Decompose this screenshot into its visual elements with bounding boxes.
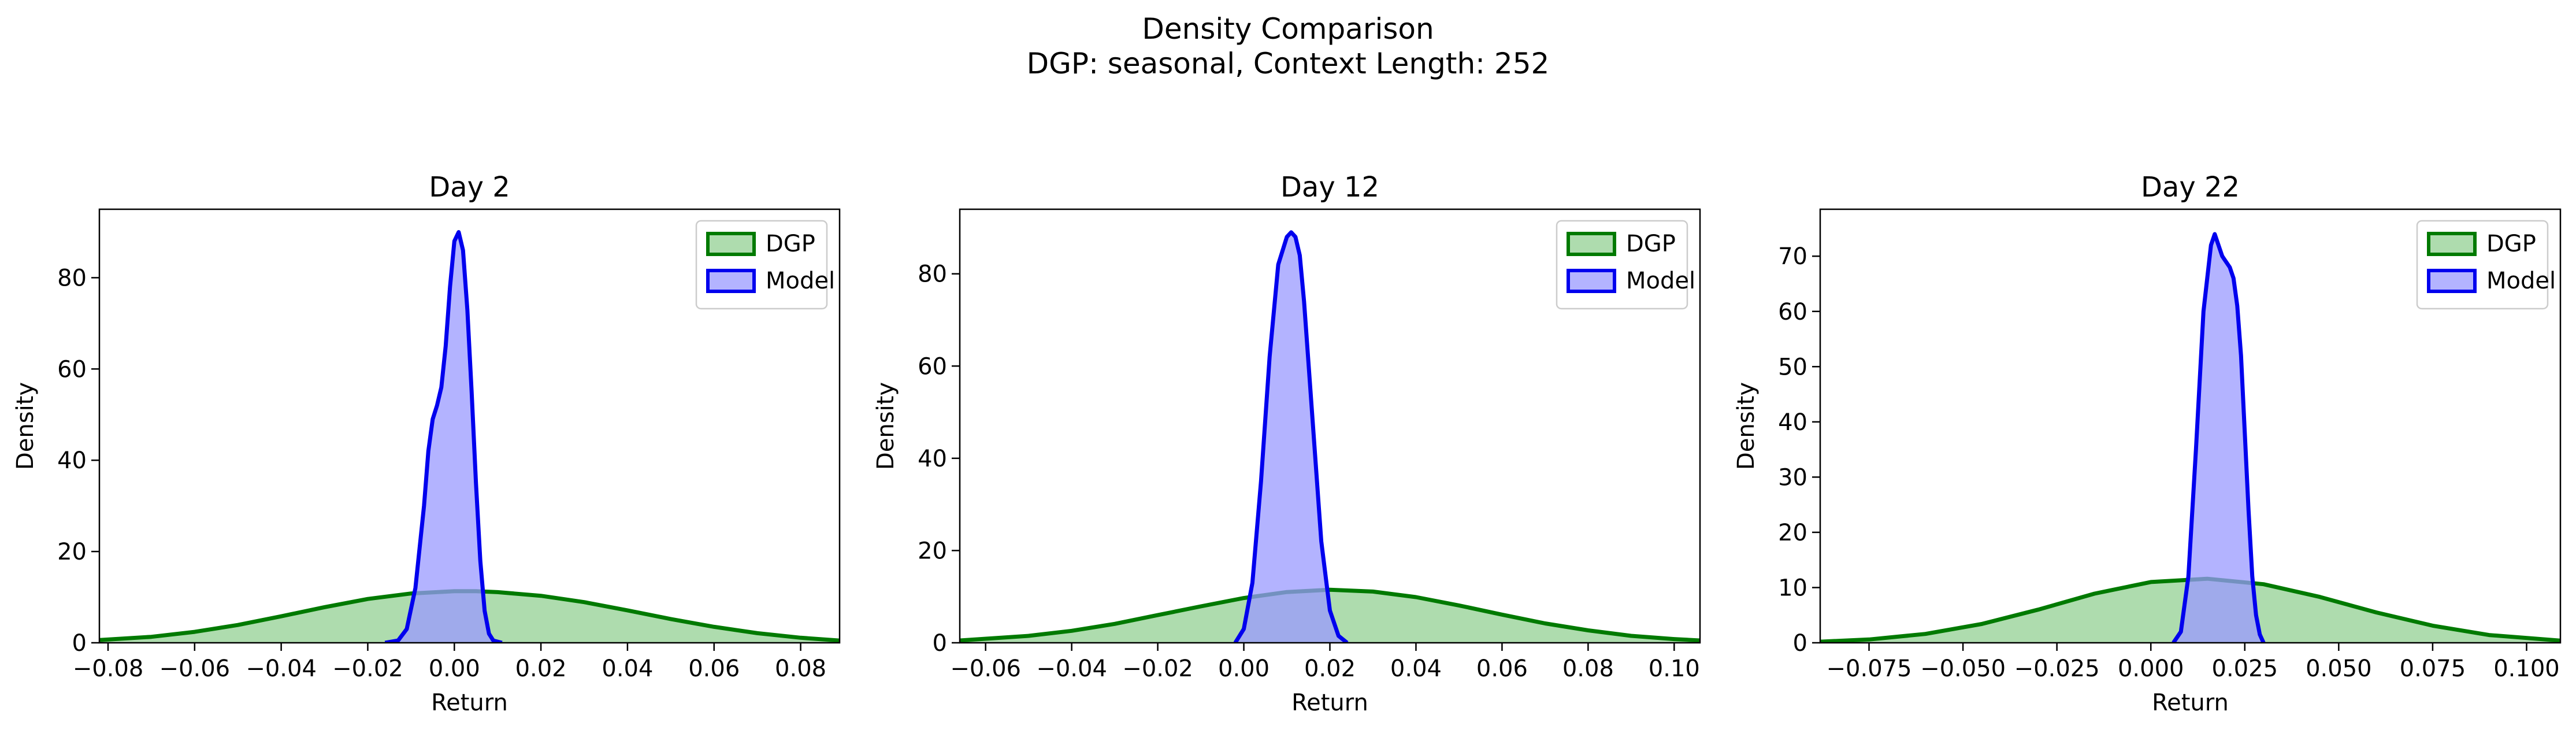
y-tick-label: 20 [1778, 520, 1807, 546]
x-tick-label: −0.025 [2014, 655, 2100, 682]
series-area-model [1235, 232, 1348, 643]
legend-swatch-dgp [2427, 232, 2477, 256]
x-tick-label: 0.08 [775, 655, 826, 682]
chart-panel-2: −0.06 −0.04 −0.02 0.00 0.02 0.04 0.06 0.08 0.10 0… [873, 171, 1701, 716]
x-tick-label: 0.050 [2306, 655, 2372, 682]
x-tick-label: −0.04 [1036, 655, 1107, 682]
legend-swatch-model [706, 269, 756, 293]
y-tick-label: 70 [1778, 243, 1807, 270]
x-tick-label: −0.06 [950, 655, 1021, 682]
y-tick-label: 80 [918, 261, 947, 288]
x-tick-label: 0.02 [1304, 655, 1356, 682]
x-tick-label: −0.075 [1827, 655, 1912, 682]
legend-swatch-model [1567, 269, 1616, 293]
x-tick-label: −0.04 [246, 655, 317, 682]
x-tick-label: 0.000 [2118, 655, 2184, 682]
x-tick-label: 0.10 [1649, 655, 1700, 682]
y-axis-label: Density [873, 382, 899, 470]
x-tick-label: 0.06 [688, 655, 740, 682]
series-line-model [1233, 230, 1349, 643]
x-tick-label: 0.08 [1562, 655, 1614, 682]
y-tick-label: 50 [1778, 354, 1807, 380]
y-tick-label: 60 [1778, 299, 1807, 325]
x-axis-label: Return [1291, 690, 1368, 716]
y-tick-label: 0 [1793, 630, 1807, 657]
y-tick-label: 30 [1778, 464, 1807, 491]
y-tick-label: 60 [57, 356, 87, 383]
legend-swatch-dgp [706, 232, 756, 256]
y-tick-label: 20 [57, 539, 87, 565]
chart-panel-1: −0.08 −0.06 −0.04 −0.02 0.00 0.02 0.04 0.06 0.08… [12, 171, 841, 716]
x-tick-label: 0.06 [1476, 655, 1528, 682]
y-tick-label: 40 [918, 446, 947, 472]
y-tick-label: 0 [933, 630, 947, 657]
legend-swatch-dgp [1567, 232, 1616, 256]
chart-title: Day 12 [1280, 171, 1379, 203]
x-axis-label: Return [431, 690, 508, 716]
legend: DGP Model [1556, 220, 1695, 310]
x-tick-label: 0.00 [429, 655, 480, 682]
figure-subtitle: DGP: seasonal, Context Length: 252 [1026, 47, 1550, 80]
legend: DGP Model [2416, 220, 2556, 310]
legend: DGP Model [695, 220, 835, 310]
series-line-model [2172, 232, 2266, 643]
x-tick-label: 0.02 [515, 655, 567, 682]
figure-title-block: Density Comparison DGP: seasonal, Contex… [0, 12, 2576, 81]
axes-frame [1819, 208, 2562, 644]
x-tick-label: −0.050 [1920, 655, 2006, 682]
x-tick-label: 0.100 [2493, 655, 2560, 682]
x-axis-label: Return [2152, 690, 2229, 716]
x-tick-label: −0.06 [159, 655, 231, 682]
x-tick-label: 0.04 [602, 655, 653, 682]
x-tick-label: 0.025 [2212, 655, 2278, 682]
legend-swatch-model [2427, 269, 2477, 293]
x-tick-label: −0.08 [73, 655, 144, 682]
x-tick-label: 0.075 [2400, 655, 2466, 682]
x-tick-label: 0.00 [1218, 655, 1270, 682]
legend-label-dgp: DGP [766, 231, 815, 257]
y-axis-label: Density [12, 382, 39, 470]
legend-label-model: Model [1626, 268, 1695, 294]
legend-label-model: Model [766, 268, 835, 294]
y-axis-label: Density [1733, 382, 1760, 470]
axes-frame [98, 208, 841, 644]
y-tick-label: 40 [57, 447, 87, 474]
x-tick-label: 0.04 [1390, 655, 1442, 682]
chart-panel-3: −0.075 −0.050 −0.025 0.000 0.025 0.050 0.075 0.… [1733, 171, 2562, 716]
series-area-model [385, 232, 502, 643]
legend-label-model: Model [2486, 268, 2556, 294]
y-tick-label: 0 [72, 630, 87, 657]
chart-title: Day 22 [2141, 171, 2240, 203]
series-line-dgp [960, 587, 1700, 643]
y-tick-label: 40 [1778, 409, 1807, 436]
series-line-dgp [1820, 576, 2560, 643]
figure-title: Density Comparison [1142, 12, 1434, 46]
y-tick-label: 80 [57, 265, 87, 291]
y-tick-label: 20 [918, 538, 947, 564]
y-tick-label: 60 [918, 353, 947, 380]
legend-label-dgp: DGP [1626, 231, 1676, 257]
y-tick-label: 10 [1778, 575, 1807, 601]
x-tick-label: −0.02 [332, 655, 403, 682]
chart-title: Day 2 [429, 171, 510, 203]
legend-label-dgp: DGP [2486, 231, 2536, 257]
x-tick-label: −0.02 [1122, 655, 1193, 682]
series-area-model [2173, 234, 2264, 643]
series-line-model [384, 230, 503, 643]
